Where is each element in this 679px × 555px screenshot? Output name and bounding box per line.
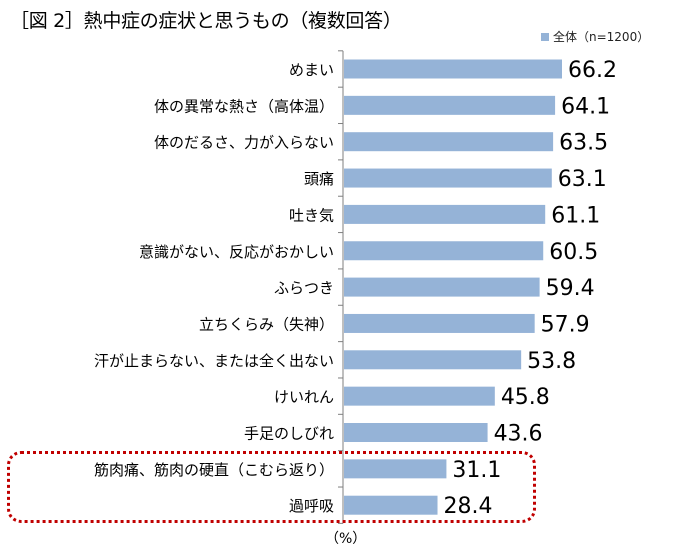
category-label: 体のだるさ、力が入らない bbox=[154, 134, 334, 152]
bar bbox=[344, 495, 438, 515]
bar bbox=[344, 168, 552, 188]
value-label: 59.4 bbox=[546, 276, 595, 301]
legend: 全体（n=1200） bbox=[541, 28, 649, 45]
bar bbox=[344, 350, 522, 370]
bar bbox=[344, 386, 495, 406]
bar bbox=[344, 313, 535, 333]
bar bbox=[344, 241, 544, 261]
bar bbox=[344, 95, 556, 115]
category-label: 頭痛 bbox=[304, 170, 334, 188]
value-label: 61.1 bbox=[551, 203, 600, 228]
value-label: 60.5 bbox=[549, 240, 598, 265]
value-label: 53.8 bbox=[527, 349, 576, 374]
bar bbox=[344, 277, 540, 297]
bar bbox=[344, 59, 562, 79]
value-label: 63.5 bbox=[559, 131, 608, 156]
category-label: 体の異常な熱さ（高体温） bbox=[154, 97, 334, 115]
category-label: けいれん bbox=[274, 388, 334, 406]
value-label: 64.1 bbox=[561, 94, 610, 119]
legend-swatch bbox=[541, 32, 549, 41]
highlight-box bbox=[7, 451, 536, 523]
category-label: 筋肉痛、筋肉の硬直（こむら返り） bbox=[94, 461, 334, 479]
value-label: 31.1 bbox=[452, 458, 501, 483]
value-label: 43.6 bbox=[494, 422, 543, 447]
bar bbox=[344, 459, 447, 479]
value-label: 66.2 bbox=[568, 58, 617, 83]
value-label: 57.9 bbox=[541, 312, 590, 337]
bar bbox=[344, 204, 546, 224]
chart-title: ［図 2］熱中症の症状と思うもの（複数回答） bbox=[10, 10, 402, 32]
bar bbox=[344, 423, 488, 442]
unit-label: （%） bbox=[325, 531, 367, 547]
bar bbox=[344, 132, 554, 152]
category-label: ふらつき bbox=[274, 279, 334, 297]
value-label: 63.1 bbox=[558, 167, 607, 192]
category-label: めまい bbox=[289, 61, 334, 79]
value-label: 28.4 bbox=[444, 494, 493, 519]
category-label: 立ちくらみ（失神） bbox=[199, 315, 334, 333]
value-label: 45.8 bbox=[501, 385, 550, 410]
category-label: 過呼吸 bbox=[289, 497, 334, 515]
legend-label: 全体（n=1200） bbox=[553, 30, 650, 44]
category-label: 汗が止まらない、または全く出ない bbox=[94, 352, 334, 370]
category-label: 意識がない、反応がおかしい bbox=[139, 243, 334, 261]
category-label: 手足のしびれ bbox=[244, 425, 334, 443]
category-label: 吐き気 bbox=[289, 206, 334, 224]
